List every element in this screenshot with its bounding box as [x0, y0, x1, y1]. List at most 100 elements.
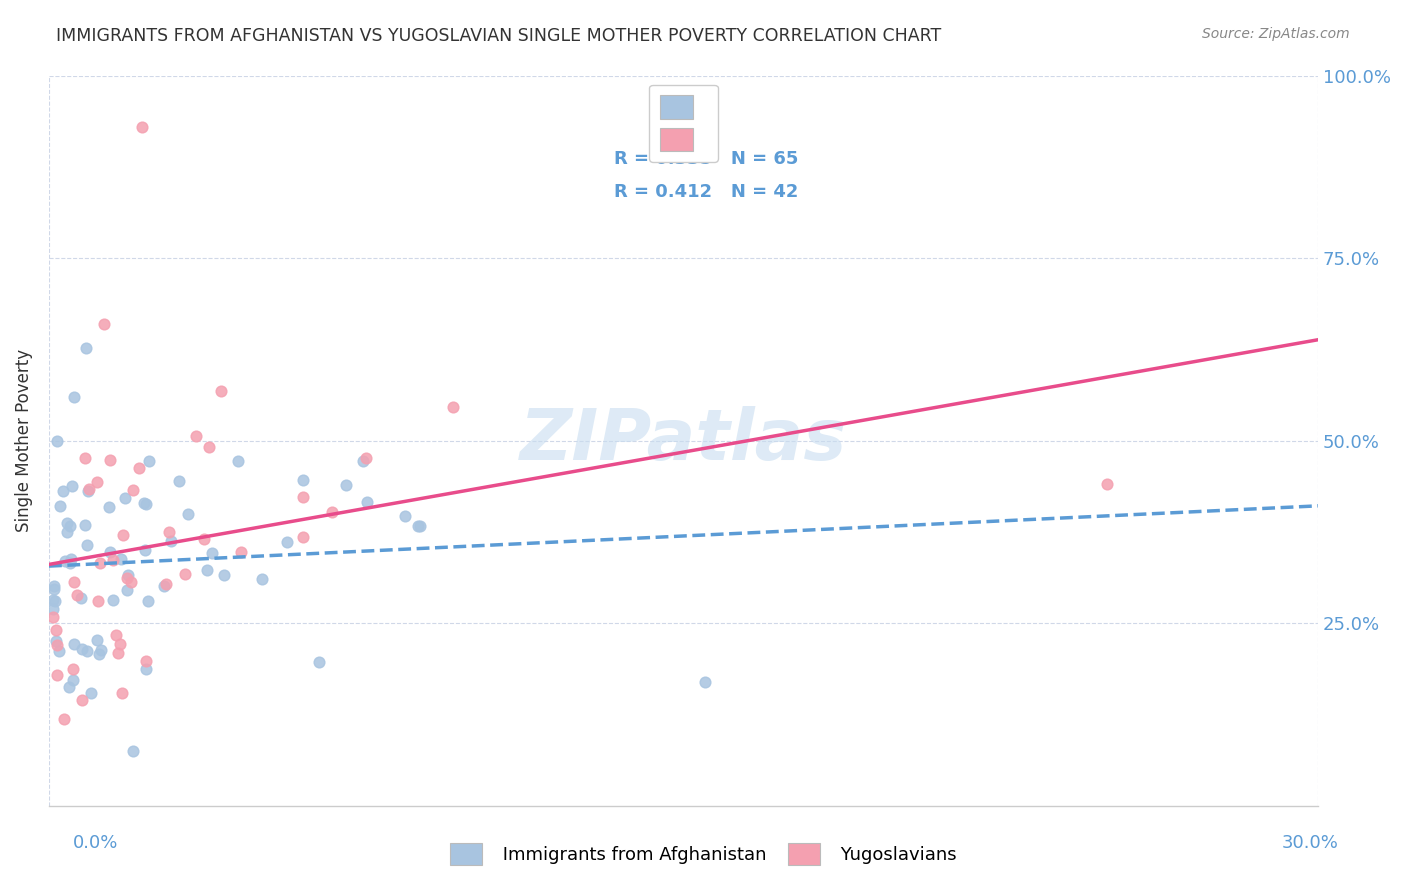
Point: [104, 627, 127, 641]
Point: [77, 484, 100, 499]
Point: [87, 594, 110, 608]
Point: [128, 460, 150, 475]
Point: [131, 120, 153, 134]
Point: [89, 556, 111, 570]
Point: [174, 567, 197, 582]
Point: [56, 525, 79, 540]
Point: [291, 473, 314, 487]
Legend:  Immigrants from Afghanistan,  Yugoslavians: Immigrants from Afghanistan, Yugoslavian…: [440, 834, 966, 874]
Point: [48, 644, 70, 658]
Point: [53, 713, 76, 727]
Point: [45, 623, 67, 637]
Point: [60, 479, 83, 493]
Point: [184, 428, 207, 442]
Point: [335, 478, 357, 492]
Text: Source: ZipAtlas.com: Source: ZipAtlas.com: [1202, 27, 1350, 41]
Point: [114, 491, 136, 505]
Point: [73, 451, 96, 466]
Point: [90, 642, 112, 657]
Point: [98, 452, 121, 467]
Point: [77, 482, 100, 496]
Point: [69, 591, 91, 606]
Point: [132, 496, 155, 510]
Point: [63, 637, 86, 651]
Point: [107, 646, 129, 660]
Point: [135, 661, 157, 675]
Point: [212, 568, 235, 582]
Point: [79, 686, 101, 700]
Point: [42, 579, 65, 593]
Point: [70, 693, 93, 707]
Point: [66, 588, 89, 602]
Point: [87, 647, 110, 661]
Point: [1095, 477, 1118, 491]
Point: [111, 528, 134, 542]
Point: [97, 500, 120, 514]
Point: [160, 534, 183, 549]
Point: [93, 317, 115, 331]
Point: [76, 538, 98, 552]
Point: [198, 440, 221, 454]
Point: [250, 573, 273, 587]
Point: [72, 641, 94, 656]
Point: [52, 483, 75, 498]
Point: [53, 554, 76, 568]
Point: [45, 638, 67, 652]
Point: [167, 474, 190, 488]
Point: [193, 532, 215, 546]
Point: [98, 545, 121, 559]
Point: [135, 654, 157, 668]
Point: [110, 637, 132, 651]
Point: [201, 546, 224, 560]
Point: [49, 499, 72, 513]
Point: [136, 594, 159, 608]
Point: [138, 454, 160, 468]
Point: [76, 643, 98, 657]
Point: [86, 475, 108, 489]
Point: [111, 686, 134, 700]
Point: [291, 530, 314, 544]
Point: [62, 662, 84, 676]
Legend: , : ,: [650, 85, 718, 161]
Point: [46, 668, 69, 682]
Text: 0.0%: 0.0%: [73, 834, 118, 852]
Point: [121, 744, 143, 758]
Point: [42, 610, 65, 624]
Point: [56, 516, 79, 530]
Text: 30.0%: 30.0%: [1282, 834, 1339, 852]
Point: [356, 494, 378, 508]
Point: [63, 575, 86, 590]
Point: [101, 552, 124, 566]
Text: R = 0.412   N = 42: R = 0.412 N = 42: [614, 184, 799, 202]
Point: [75, 341, 97, 355]
Point: [42, 592, 65, 607]
Point: [408, 518, 430, 533]
Point: [155, 577, 177, 591]
Point: [122, 483, 145, 498]
Point: [63, 390, 86, 404]
Point: [276, 534, 298, 549]
Point: [59, 556, 82, 570]
Point: [59, 552, 82, 566]
Point: [177, 508, 200, 522]
Point: [46, 434, 69, 448]
Point: [103, 593, 125, 607]
Text: IMMIGRANTS FROM AFGHANISTAN VS YUGOSLAVIAN SINGLE MOTHER POVERTY CORRELATION CHA: IMMIGRANTS FROM AFGHANISTAN VS YUGOSLAVI…: [56, 27, 942, 45]
Point: [117, 571, 139, 585]
Point: [157, 524, 180, 539]
Point: [231, 545, 253, 559]
Point: [195, 563, 218, 577]
Point: [117, 567, 139, 582]
Point: [354, 451, 377, 466]
Point: [42, 582, 65, 596]
Point: [292, 490, 315, 504]
Point: [135, 497, 157, 511]
Point: [120, 575, 142, 590]
Point: [153, 579, 176, 593]
Point: [42, 601, 65, 615]
Point: [408, 519, 430, 533]
Text: R = 0.335   N = 65: R = 0.335 N = 65: [614, 151, 799, 169]
Y-axis label: Single Mother Poverty: Single Mother Poverty: [15, 349, 32, 533]
Point: [115, 582, 138, 597]
Point: [110, 551, 132, 566]
